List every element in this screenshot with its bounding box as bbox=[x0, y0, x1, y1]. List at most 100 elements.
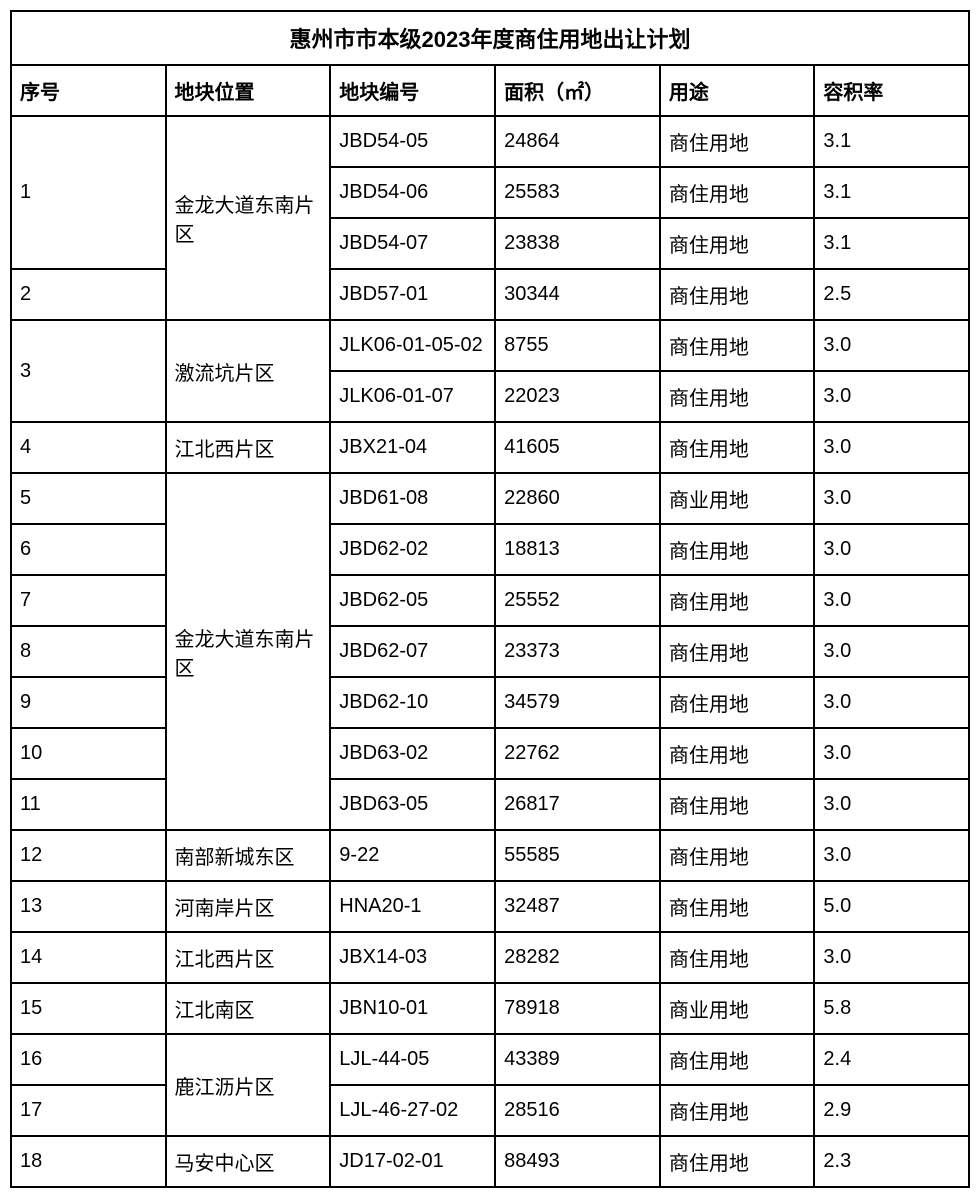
cell-far: 5.0 bbox=[814, 881, 969, 932]
column-header-2: 地块编号 bbox=[330, 65, 495, 116]
cell-code: HNA20-1 bbox=[330, 881, 495, 932]
cell-code: 9-22 bbox=[330, 830, 495, 881]
land-plan-table: 惠州市市本级2023年度商住用地出让计划序号地块位置地块编号面积（㎡）用途容积率… bbox=[10, 10, 970, 1188]
cell-area: 25583 bbox=[495, 167, 660, 218]
cell-seq: 8 bbox=[11, 626, 166, 677]
table-row: 5金龙大道东南片区JBD61-0822860商业用地3.0 bbox=[11, 473, 969, 524]
cell-far: 3.0 bbox=[814, 575, 969, 626]
table-row: 11JBD63-0526817商住用地3.0 bbox=[11, 779, 969, 830]
cell-area: 26817 bbox=[495, 779, 660, 830]
cell-code: JBD63-02 bbox=[330, 728, 495, 779]
cell-use: 商住用地 bbox=[660, 116, 815, 167]
cell-area: 25552 bbox=[495, 575, 660, 626]
cell-seq: 17 bbox=[11, 1085, 166, 1136]
cell-use: 商住用地 bbox=[660, 371, 815, 422]
cell-seq: 6 bbox=[11, 524, 166, 575]
table-row: 1金龙大道东南片区JBD54-0524864商住用地3.1 bbox=[11, 116, 969, 167]
table-row: 7JBD62-0525552商住用地3.0 bbox=[11, 575, 969, 626]
cell-seq: 3 bbox=[11, 320, 166, 422]
cell-use: 商住用地 bbox=[660, 422, 815, 473]
cell-seq: 1 bbox=[11, 116, 166, 269]
cell-location: 激流坑片区 bbox=[166, 320, 331, 422]
cell-use: 商业用地 bbox=[660, 983, 815, 1034]
cell-area: 78918 bbox=[495, 983, 660, 1034]
cell-use: 商住用地 bbox=[660, 626, 815, 677]
cell-far: 3.0 bbox=[814, 524, 969, 575]
table-row: 6 JBD62-0218813商住用地3.0 bbox=[11, 524, 969, 575]
column-header-5: 容积率 bbox=[814, 65, 969, 116]
cell-code: JBD62-05 bbox=[330, 575, 495, 626]
cell-code: JBX21-04 bbox=[330, 422, 495, 473]
table-row: 8JBD62-0723373商住用地3.0 bbox=[11, 626, 969, 677]
cell-location: 南部新城东区 bbox=[166, 830, 331, 881]
cell-use: 商住用地 bbox=[660, 1034, 815, 1085]
cell-far: 3.0 bbox=[814, 371, 969, 422]
cell-use: 商住用地 bbox=[660, 167, 815, 218]
cell-area: 28516 bbox=[495, 1085, 660, 1136]
cell-use: 商住用地 bbox=[660, 524, 815, 575]
cell-area: 32487 bbox=[495, 881, 660, 932]
cell-location: 江北西片区 bbox=[166, 932, 331, 983]
table-row: 9JBD62-1034579商住用地3.0 bbox=[11, 677, 969, 728]
cell-area: 23373 bbox=[495, 626, 660, 677]
cell-code: JBD54-06 bbox=[330, 167, 495, 218]
cell-code: JD17-02-01 bbox=[330, 1136, 495, 1187]
cell-far: 3.0 bbox=[814, 932, 969, 983]
cell-far: 3.0 bbox=[814, 320, 969, 371]
cell-seq: 9 bbox=[11, 677, 166, 728]
cell-far: 2.5 bbox=[814, 269, 969, 320]
cell-use: 商住用地 bbox=[660, 932, 815, 983]
table-body: 惠州市市本级2023年度商住用地出让计划序号地块位置地块编号面积（㎡）用途容积率… bbox=[11, 11, 969, 1187]
cell-use: 商住用地 bbox=[660, 575, 815, 626]
cell-use: 商住用地 bbox=[660, 830, 815, 881]
cell-area: 43389 bbox=[495, 1034, 660, 1085]
cell-far: 2.9 bbox=[814, 1085, 969, 1136]
table-row: 16鹿江沥片区LJL-44-0543389商住用地2.4 bbox=[11, 1034, 969, 1085]
cell-far: 2.3 bbox=[814, 1136, 969, 1187]
cell-seq: 16 bbox=[11, 1034, 166, 1085]
cell-area: 28282 bbox=[495, 932, 660, 983]
cell-seq: 15 bbox=[11, 983, 166, 1034]
column-header-0: 序号 bbox=[11, 65, 166, 116]
cell-use: 商住用地 bbox=[660, 779, 815, 830]
cell-seq: 18 bbox=[11, 1136, 166, 1187]
cell-seq: 4 bbox=[11, 422, 166, 473]
cell-seq: 11 bbox=[11, 779, 166, 830]
column-header-1: 地块位置 bbox=[166, 65, 331, 116]
cell-area: 30344 bbox=[495, 269, 660, 320]
cell-use: 商住用地 bbox=[660, 677, 815, 728]
table-title-row: 惠州市市本级2023年度商住用地出让计划 bbox=[11, 11, 969, 65]
table-row: 18马安中心区JD17-02-0188493商住用地2.3 bbox=[11, 1136, 969, 1187]
cell-use: 商业用地 bbox=[660, 473, 815, 524]
cell-area: 18813 bbox=[495, 524, 660, 575]
cell-code: JBD57-01 bbox=[330, 269, 495, 320]
table-row: 2 JBD57-0130344商住用地2.5 bbox=[11, 269, 969, 320]
cell-area: 8755 bbox=[495, 320, 660, 371]
cell-far: 3.0 bbox=[814, 779, 969, 830]
cell-far: 3.0 bbox=[814, 473, 969, 524]
cell-area: 41605 bbox=[495, 422, 660, 473]
cell-code: JBD62-02 bbox=[330, 524, 495, 575]
cell-far: 3.0 bbox=[814, 830, 969, 881]
cell-code: JBD61-08 bbox=[330, 473, 495, 524]
cell-location: 鹿江沥片区 bbox=[166, 1034, 331, 1136]
cell-code: JBD54-05 bbox=[330, 116, 495, 167]
cell-far: 5.8 bbox=[814, 983, 969, 1034]
cell-seq: 5 bbox=[11, 473, 166, 524]
cell-far: 3.0 bbox=[814, 626, 969, 677]
cell-location: 江北南区 bbox=[166, 983, 331, 1034]
cell-code: JBD54-07 bbox=[330, 218, 495, 269]
cell-code: JBD62-10 bbox=[330, 677, 495, 728]
cell-seq: 2 bbox=[11, 269, 166, 320]
cell-code: JLK06-01-05-02 bbox=[330, 320, 495, 371]
cell-area: 22762 bbox=[495, 728, 660, 779]
cell-area: 23838 bbox=[495, 218, 660, 269]
table-row: 10JBD63-0222762商住用地3.0 bbox=[11, 728, 969, 779]
cell-location: 金龙大道东南片区 bbox=[166, 116, 331, 320]
cell-area: 24864 bbox=[495, 116, 660, 167]
cell-code: JBX14-03 bbox=[330, 932, 495, 983]
cell-area: 34579 bbox=[495, 677, 660, 728]
cell-use: 商住用地 bbox=[660, 269, 815, 320]
table-row: 4江北西片区JBX21-0441605商住用地3.0 bbox=[11, 422, 969, 473]
table-row: 14江北西片区JBX14-0328282商住用地3.0 bbox=[11, 932, 969, 983]
